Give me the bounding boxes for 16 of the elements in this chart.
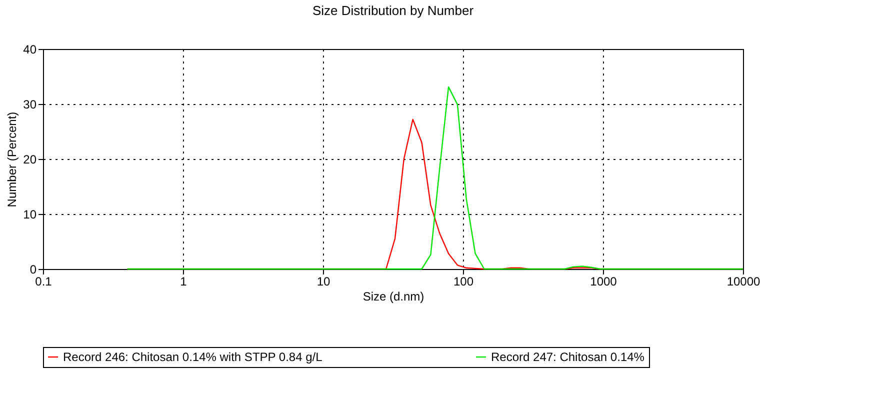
y-axis-title: Number (Percent) [5, 112, 20, 208]
y-tick-label: 30 [23, 98, 37, 112]
x-tick-label: 0.1 [35, 274, 52, 288]
x-tick-label: 100 [453, 274, 474, 288]
legend-label: Record 246: Chitosan 0.14% with STPP 0.84 g/L [63, 350, 323, 364]
y-tick-label: 20 [23, 152, 37, 166]
legend-label: Record 247: Chitosan 0.14% [491, 350, 645, 364]
x-tick-label: 10000 [726, 274, 761, 288]
y-tick-label: 40 [23, 42, 37, 56]
chart-title: Size Distribution by Number [312, 3, 474, 18]
x-tick-label: 1 [180, 274, 188, 288]
y-tick-label: 0 [30, 262, 37, 276]
x-tick-label: 1000 [590, 274, 618, 288]
x-tick-label: 10 [316, 274, 330, 288]
x-axis-title: Size (d.nm) [362, 290, 424, 304]
y-tick-label: 10 [23, 208, 37, 222]
